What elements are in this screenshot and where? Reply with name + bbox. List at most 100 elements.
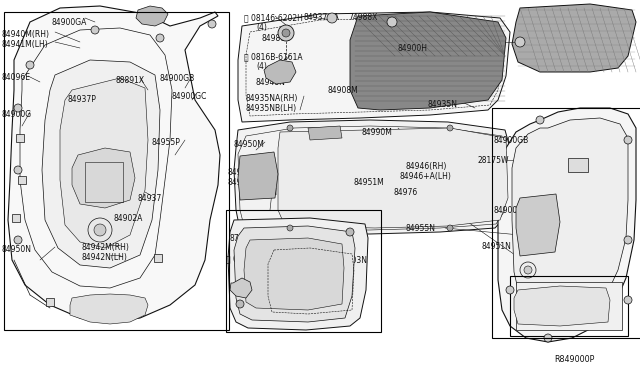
Text: 84950N: 84950N: [2, 245, 32, 254]
Circle shape: [26, 61, 34, 69]
Bar: [568, 158, 588, 172]
Circle shape: [14, 236, 22, 244]
Circle shape: [624, 136, 632, 144]
Circle shape: [287, 125, 293, 131]
Text: 84933NA: 84933NA: [82, 194, 117, 203]
Text: (4): (4): [256, 23, 267, 32]
Text: 84900H: 84900H: [398, 44, 428, 53]
Circle shape: [14, 104, 22, 112]
Bar: [16, 134, 24, 142]
Text: 84942N(LH): 84942N(LH): [82, 253, 128, 262]
Text: 84950M: 84950M: [234, 140, 265, 149]
Bar: [18, 176, 26, 184]
Text: 84903PA: 84903PA: [228, 168, 262, 177]
Polygon shape: [228, 218, 368, 330]
Text: 87872P: 87872P: [230, 234, 259, 243]
Circle shape: [346, 228, 354, 236]
Polygon shape: [238, 152, 278, 200]
Polygon shape: [72, 148, 135, 208]
Text: 84951N: 84951N: [482, 242, 512, 251]
Circle shape: [236, 300, 244, 308]
Text: 84900P: 84900P: [276, 254, 305, 263]
Text: 84902A: 84902A: [114, 214, 143, 223]
Text: 84946+A(LH): 84946+A(LH): [400, 172, 452, 181]
Circle shape: [506, 286, 514, 294]
Bar: [154, 254, 162, 262]
Text: Ⓢ 0816B-6161A: Ⓢ 0816B-6161A: [244, 52, 303, 61]
Polygon shape: [42, 60, 160, 268]
Circle shape: [91, 26, 99, 34]
Text: 84942M(RH): 84942M(RH): [82, 243, 130, 252]
Bar: [226, 210, 381, 332]
Circle shape: [536, 116, 544, 124]
Circle shape: [447, 125, 453, 131]
Polygon shape: [350, 12, 506, 110]
Polygon shape: [498, 108, 636, 342]
Text: 84955N: 84955N: [406, 224, 436, 233]
Text: 84900GA: 84900GA: [52, 18, 88, 27]
Polygon shape: [238, 12, 510, 122]
Text: 84941M(LH): 84941M(LH): [2, 40, 49, 49]
Text: 84951M: 84951M: [354, 178, 385, 187]
Polygon shape: [234, 120, 510, 234]
Text: 84935NA(RH): 84935NA(RH): [246, 94, 298, 103]
Bar: [46, 298, 54, 306]
Text: 84903NA: 84903NA: [228, 178, 263, 187]
Polygon shape: [70, 294, 148, 324]
Bar: [85, 162, 123, 202]
Polygon shape: [308, 126, 342, 140]
Text: 88891X: 88891X: [115, 76, 144, 85]
Text: 99060N: 99060N: [248, 188, 278, 197]
Polygon shape: [512, 4, 636, 72]
Text: 84096E: 84096E: [2, 73, 31, 82]
Polygon shape: [264, 60, 296, 84]
Text: (2): (2): [238, 264, 249, 273]
Polygon shape: [512, 118, 628, 324]
Text: 84948N: 84948N: [256, 78, 286, 87]
Circle shape: [524, 266, 532, 274]
Circle shape: [327, 13, 337, 23]
Polygon shape: [8, 6, 220, 322]
Polygon shape: [244, 238, 344, 310]
Circle shape: [544, 334, 552, 342]
Text: 84903N: 84903N: [338, 256, 368, 265]
Circle shape: [287, 225, 293, 231]
Text: 84940M(RH): 84940M(RH): [2, 30, 50, 39]
Text: 84900GB: 84900GB: [160, 74, 195, 83]
Circle shape: [208, 20, 216, 28]
Polygon shape: [234, 226, 355, 322]
Circle shape: [14, 166, 22, 174]
Circle shape: [387, 17, 397, 27]
Polygon shape: [514, 286, 610, 326]
Bar: [492, 108, 640, 338]
Text: Ⓢ 08166-6162A: Ⓢ 08166-6162A: [226, 254, 284, 263]
Text: 74988X: 74988X: [348, 13, 378, 22]
Text: 84990M: 84990M: [362, 128, 393, 137]
Bar: [12, 214, 20, 222]
Circle shape: [624, 296, 632, 304]
Text: (4): (4): [256, 62, 267, 71]
Polygon shape: [278, 128, 508, 228]
Text: 84900GC: 84900GC: [494, 206, 529, 215]
Text: 84955P: 84955P: [152, 138, 181, 147]
Circle shape: [624, 236, 632, 244]
Text: 84937: 84937: [138, 194, 163, 203]
Text: 84946(RH): 84946(RH): [406, 162, 447, 171]
Polygon shape: [136, 6, 168, 26]
Text: 84903NB: 84903NB: [276, 270, 311, 279]
Text: 84976: 84976: [394, 188, 419, 197]
Text: 84937P: 84937P: [68, 95, 97, 104]
Text: Ⓢ 08146-6202H: Ⓢ 08146-6202H: [244, 13, 303, 22]
Text: 84986O: 84986O: [262, 34, 292, 43]
Circle shape: [515, 37, 525, 47]
Text: 84935N: 84935N: [428, 100, 458, 109]
Bar: [516, 282, 622, 330]
Text: 84900GC: 84900GC: [172, 92, 207, 101]
Polygon shape: [60, 78, 148, 248]
Circle shape: [282, 29, 290, 37]
Bar: [4, 12, 229, 330]
Polygon shape: [230, 278, 252, 298]
Text: 84900G: 84900G: [2, 110, 32, 119]
Text: 84937+A: 84937+A: [304, 13, 340, 22]
Circle shape: [94, 224, 106, 236]
